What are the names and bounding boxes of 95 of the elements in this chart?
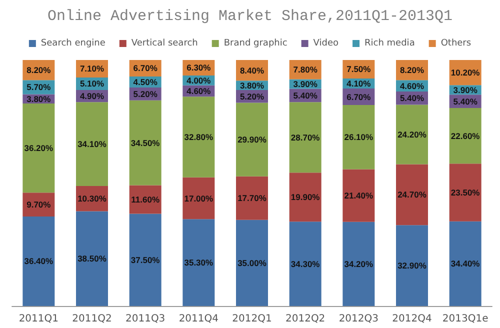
data-label: 4.90%: [80, 91, 104, 102]
x-tick-label: 2011Q1: [18, 314, 59, 324]
x-tick-label: 2012Q4: [392, 314, 432, 324]
bar: [129, 185, 162, 214]
data-label: 3.90%: [453, 84, 478, 95]
data-label: 17.00%: [184, 193, 214, 204]
data-label: 10.30%: [78, 194, 107, 204]
data-label: 6.70%: [133, 63, 158, 74]
data-label: 5.20%: [240, 91, 264, 102]
data-label: 9.70%: [26, 200, 52, 210]
bar: [449, 108, 482, 164]
bar: [182, 177, 215, 220]
data-label: 4.50%: [133, 77, 158, 88]
data-label: 21.40%: [344, 190, 374, 201]
bar: [129, 100, 162, 186]
x-tick-label: 2011Q2: [72, 314, 112, 324]
data-label: 5.70%: [26, 82, 52, 92]
x-tick-label: 2012Q2: [285, 314, 326, 324]
data-label: 34.20%: [344, 258, 374, 269]
data-label: 34.30%: [290, 258, 320, 269]
data-label: 4.10%: [346, 78, 372, 88]
data-label: 32.80%: [184, 132, 214, 142]
data-label: 29.90%: [238, 134, 267, 145]
data-label: 8.40%: [240, 65, 264, 76]
bar: [342, 105, 375, 170]
data-label: 8.20%: [400, 65, 424, 76]
bar: [182, 219, 215, 306]
bar: [289, 222, 322, 306]
bar: [182, 96, 215, 178]
data-label: 24.20%: [398, 130, 427, 140]
bar: [289, 102, 322, 173]
data-label: 19.90%: [290, 192, 320, 202]
bar: [76, 211, 108, 306]
data-label: 5.20%: [133, 88, 158, 99]
data-label: 5.40%: [453, 96, 478, 106]
data-label: 24.70%: [398, 190, 427, 200]
data-label: 5.10%: [80, 78, 104, 89]
chart-title: Online Advertising Market Share,2011Q1-2013Q1: [47, 8, 453, 25]
legend-label: Vertical search: [131, 38, 198, 48]
data-label: 3.90%: [293, 78, 318, 89]
data-label: 4.00%: [186, 75, 212, 86]
bar: [236, 102, 268, 176]
data-label: 35.30%: [184, 258, 214, 268]
x-tick-label: 2011Q3: [125, 314, 166, 324]
data-label: 26.10%: [344, 132, 374, 142]
data-label: 38.50%: [78, 254, 107, 264]
bar: [129, 214, 162, 306]
bar: [22, 104, 55, 193]
data-label: 4.60%: [186, 86, 212, 96]
data-label: 36.40%: [24, 256, 54, 266]
data-label: 32.90%: [398, 260, 427, 271]
data-label: 22.60%: [450, 130, 480, 141]
data-label: 35.00%: [238, 258, 267, 268]
x-tick-label: 2012Q3: [338, 314, 379, 324]
data-label: 17.70%: [238, 193, 267, 204]
legend-label: Rich media: [364, 38, 415, 48]
data-label: 34.50%: [130, 138, 160, 148]
bar: [396, 225, 428, 306]
legend-label: Others: [440, 38, 472, 48]
data-label: 3.80%: [26, 94, 52, 104]
data-label: 5.40%: [400, 93, 424, 104]
x-tick-label: 2011Q4: [178, 314, 219, 324]
bar: [449, 221, 482, 306]
x-tick-label: 2012Q1: [232, 314, 272, 324]
data-label: 34.10%: [78, 139, 107, 150]
data-label: 5.40%: [293, 90, 318, 100]
data-label: 6.30%: [186, 62, 212, 73]
data-label: 8.20%: [26, 65, 52, 76]
bar: [236, 176, 268, 220]
legend-label: Brand graphic: [224, 38, 288, 48]
data-label: 34.40%: [450, 258, 480, 269]
data-label: 7.80%: [293, 64, 318, 75]
bar: [396, 104, 428, 164]
data-label: 7.50%: [346, 64, 372, 74]
bar: [236, 220, 268, 306]
legend-label: Video: [313, 38, 340, 48]
data-label: 3.80%: [240, 80, 264, 90]
data-label: 11.60%: [131, 194, 160, 204]
bar: [342, 222, 375, 306]
bar: [449, 164, 482, 222]
data-label: 6.70%: [346, 92, 372, 102]
bar: [342, 169, 375, 222]
bar: [289, 172, 322, 222]
bar: [76, 102, 108, 186]
data-label: 10.20%: [450, 68, 480, 78]
data-label: 7.10%: [80, 64, 104, 74]
x-tick-label: 2013Q1e: [442, 314, 488, 324]
data-label: 23.50%: [450, 187, 480, 198]
data-label: 28.70%: [290, 132, 320, 142]
data-label: 4.60%: [400, 80, 424, 91]
data-label: 37.50%: [130, 254, 160, 265]
legend-label: Search engine: [40, 38, 106, 48]
bar: [396, 164, 428, 226]
bar: [22, 216, 55, 306]
data-label: 36.20%: [24, 143, 54, 154]
